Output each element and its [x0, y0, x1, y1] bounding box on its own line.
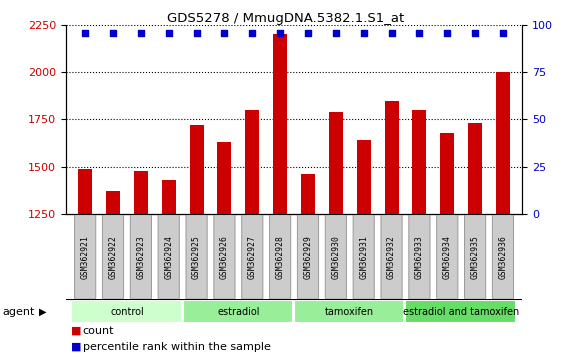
Bar [301, 175, 315, 214]
Text: GSM362922: GSM362922 [108, 235, 118, 279]
Bar [273, 34, 287, 214]
FancyBboxPatch shape [242, 214, 263, 299]
FancyBboxPatch shape [102, 214, 123, 299]
Bar [162, 180, 176, 214]
FancyBboxPatch shape [297, 214, 319, 299]
Bar [496, 72, 510, 214]
FancyBboxPatch shape [214, 214, 235, 299]
FancyBboxPatch shape [130, 214, 151, 299]
Point [248, 30, 257, 36]
Text: control: control [110, 307, 144, 316]
Text: GSM362924: GSM362924 [164, 235, 173, 279]
FancyBboxPatch shape [381, 214, 402, 299]
Text: ■: ■ [71, 326, 82, 336]
Bar [106, 192, 120, 214]
Point [192, 30, 201, 36]
Text: agent: agent [3, 307, 35, 316]
Text: ▶: ▶ [39, 307, 46, 316]
FancyBboxPatch shape [405, 300, 516, 323]
FancyBboxPatch shape [409, 214, 430, 299]
Text: count: count [83, 326, 114, 336]
Text: GSM362929: GSM362929 [304, 235, 312, 279]
Text: GSM362928: GSM362928 [276, 235, 284, 279]
Bar [246, 110, 259, 214]
Point [471, 30, 480, 36]
FancyBboxPatch shape [186, 214, 207, 299]
FancyBboxPatch shape [353, 214, 374, 299]
Point [136, 30, 146, 36]
Bar [78, 169, 92, 214]
Point [276, 30, 285, 36]
FancyBboxPatch shape [183, 300, 293, 323]
FancyBboxPatch shape [71, 300, 182, 323]
Text: GDS5278 / MmugDNA.5382.1.S1_at: GDS5278 / MmugDNA.5382.1.S1_at [167, 12, 404, 25]
Bar [329, 112, 343, 214]
Text: percentile rank within the sample: percentile rank within the sample [83, 342, 271, 352]
Point [415, 30, 424, 36]
Text: tamoxifen: tamoxifen [325, 307, 375, 316]
FancyBboxPatch shape [325, 214, 347, 299]
Text: GSM362927: GSM362927 [248, 235, 257, 279]
Text: ■: ■ [71, 342, 82, 352]
Point [108, 30, 118, 36]
Text: GSM362931: GSM362931 [359, 235, 368, 279]
FancyBboxPatch shape [492, 214, 513, 299]
Text: estradiol and tamoxifen: estradiol and tamoxifen [403, 307, 519, 316]
Text: GSM362934: GSM362934 [443, 235, 452, 279]
Point [387, 30, 396, 36]
Text: GSM362926: GSM362926 [220, 235, 229, 279]
Point [303, 30, 312, 36]
Point [164, 30, 173, 36]
Text: GSM362930: GSM362930 [331, 235, 340, 279]
Text: GSM362925: GSM362925 [192, 235, 201, 279]
Text: GSM362932: GSM362932 [387, 235, 396, 279]
Point [359, 30, 368, 36]
Text: estradiol: estradiol [217, 307, 260, 316]
Bar [134, 171, 148, 214]
Text: GSM362923: GSM362923 [136, 235, 146, 279]
Point [331, 30, 340, 36]
Bar [412, 110, 427, 214]
Point [220, 30, 229, 36]
Point [443, 30, 452, 36]
Text: GSM362936: GSM362936 [498, 235, 508, 279]
Point [498, 30, 508, 36]
Text: GSM362933: GSM362933 [415, 235, 424, 279]
Bar [385, 101, 399, 214]
Bar [440, 133, 454, 214]
Point [81, 30, 90, 36]
FancyBboxPatch shape [294, 300, 404, 323]
FancyBboxPatch shape [437, 214, 458, 299]
Bar [218, 142, 231, 214]
Text: GSM362921: GSM362921 [81, 235, 90, 279]
Bar [357, 140, 371, 214]
FancyBboxPatch shape [465, 214, 486, 299]
FancyBboxPatch shape [75, 214, 96, 299]
FancyBboxPatch shape [158, 214, 179, 299]
Bar [468, 123, 482, 214]
Text: GSM362935: GSM362935 [471, 235, 480, 279]
FancyBboxPatch shape [270, 214, 291, 299]
Bar [190, 125, 203, 214]
